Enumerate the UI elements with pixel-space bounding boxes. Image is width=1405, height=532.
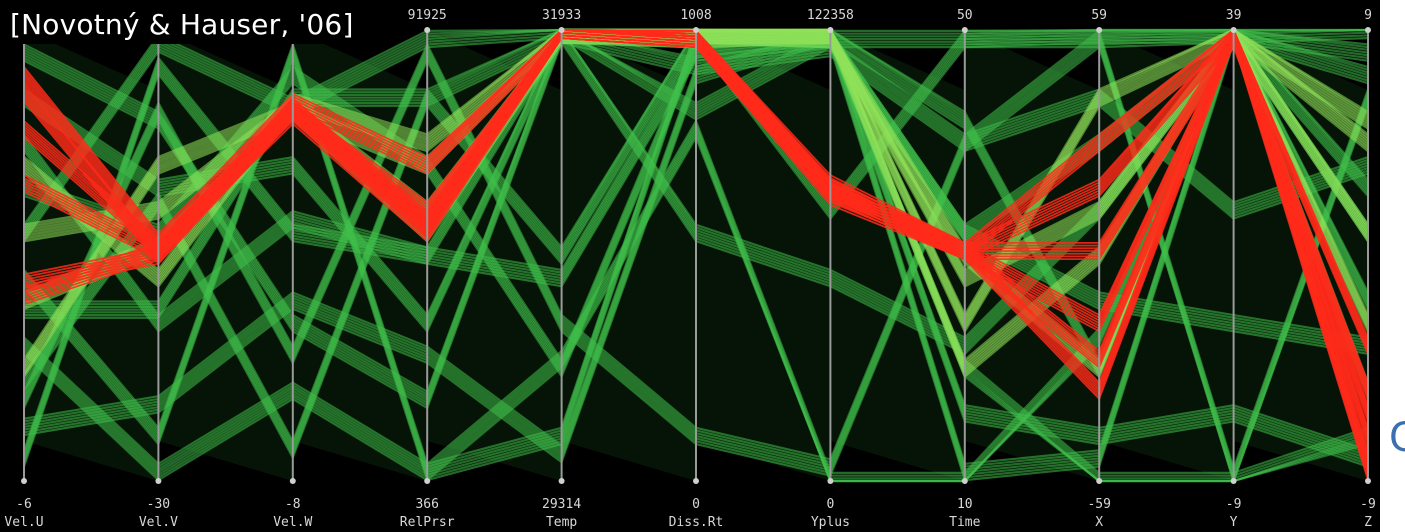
axis-max-label: 91925	[408, 8, 447, 23]
axis-min-label: 29314	[542, 497, 581, 512]
axis-bottom-marker	[424, 478, 431, 484]
axis-name-label: RelPrsr	[400, 515, 455, 530]
axis-min-label: -9	[1360, 497, 1376, 512]
axis-name-label: Time	[949, 515, 980, 530]
axis-max-label: 39	[1226, 8, 1242, 23]
axis-name-label: X	[1095, 515, 1103, 530]
axis-min-label: 10	[957, 497, 973, 512]
axis-top-marker	[693, 27, 699, 33]
axis-bottom-marker	[21, 478, 27, 484]
axis-bottom-marker	[693, 478, 699, 484]
axis-min-label: -59	[1087, 497, 1110, 512]
axis-max-label: 59	[1091, 8, 1107, 23]
axis-name-label: Vel.V	[139, 515, 178, 530]
axis-min-label: -6	[16, 497, 32, 512]
axis-max-label: 1008	[680, 8, 711, 23]
axis-bottom-marker	[1096, 478, 1103, 484]
axis-min-label: 0	[692, 497, 700, 512]
axis-top-marker	[827, 27, 834, 33]
axis-max-label: 31933	[542, 8, 581, 23]
axis-name-label: Diss.Rt	[669, 515, 724, 530]
axis-max-label: 9	[1364, 8, 1372, 23]
axis-name-label: Vel.W	[273, 515, 312, 530]
axis-bottom-marker	[961, 478, 968, 484]
axis-name-label: Temp	[546, 515, 577, 530]
axis-name-label: Y	[1230, 515, 1238, 530]
axis-name-label: Vel.U	[4, 515, 43, 530]
axis-top-marker	[424, 27, 431, 33]
axis-bottom-marker	[1230, 478, 1237, 484]
axis-bottom-marker	[558, 478, 565, 484]
axis-top-marker	[1230, 27, 1237, 33]
axis-min-label: -8	[285, 497, 301, 512]
axis-top-marker	[1096, 27, 1103, 33]
axis-top-marker	[558, 27, 565, 33]
axis-bottom-marker	[827, 478, 834, 484]
axis-min-label: 366	[415, 497, 438, 512]
axis-top-marker	[961, 27, 968, 33]
axis-name-label: Z	[1364, 515, 1372, 530]
axis-bottom-marker	[1365, 478, 1371, 484]
axis-bottom-marker	[289, 478, 296, 484]
axis-min-label: -30	[147, 497, 170, 512]
axis-name-label: Yplus	[811, 515, 850, 530]
axis-max-label: 50	[957, 8, 973, 23]
cut-off-slide-text: C	[1389, 415, 1405, 461]
axis-min-label: -9	[1226, 497, 1242, 512]
axis-min-label: 0	[826, 497, 834, 512]
citation-label: [Novotný & Hauser, '06]	[4, 6, 360, 44]
axis-top-marker	[1365, 27, 1371, 33]
axis-max-label: 122358	[807, 8, 854, 23]
axis-bottom-marker	[155, 478, 162, 484]
